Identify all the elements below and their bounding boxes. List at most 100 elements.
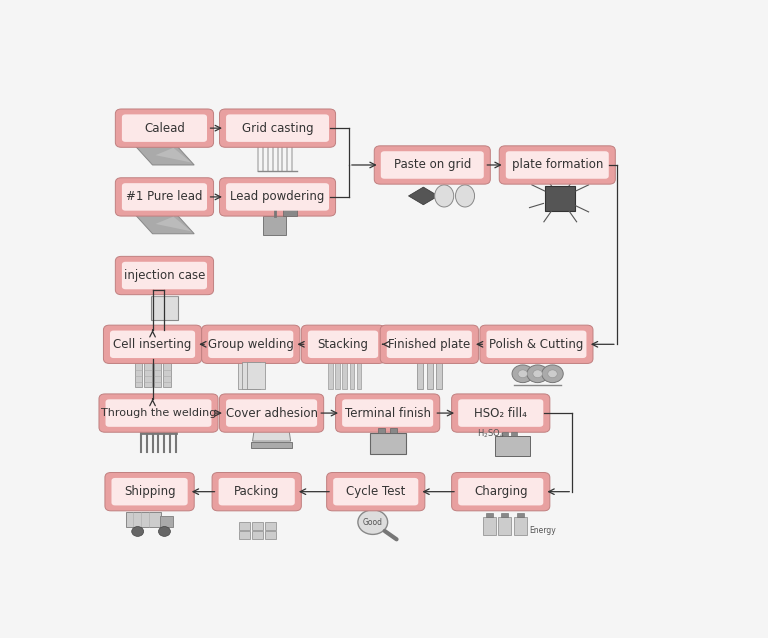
FancyBboxPatch shape xyxy=(356,362,362,389)
FancyBboxPatch shape xyxy=(436,362,442,389)
FancyBboxPatch shape xyxy=(378,428,386,433)
FancyBboxPatch shape xyxy=(226,183,329,211)
FancyBboxPatch shape xyxy=(369,433,406,454)
FancyBboxPatch shape xyxy=(381,151,484,179)
FancyBboxPatch shape xyxy=(427,362,433,389)
FancyBboxPatch shape xyxy=(250,441,293,449)
FancyBboxPatch shape xyxy=(239,531,250,539)
Text: plate formation: plate formation xyxy=(511,158,603,172)
Text: injection case: injection case xyxy=(124,269,205,282)
FancyBboxPatch shape xyxy=(243,362,260,389)
FancyBboxPatch shape xyxy=(283,205,296,216)
Text: #1 Pure lead: #1 Pure lead xyxy=(126,190,203,204)
FancyBboxPatch shape xyxy=(247,362,265,389)
FancyBboxPatch shape xyxy=(111,478,187,505)
FancyBboxPatch shape xyxy=(387,330,472,358)
Text: Calead: Calead xyxy=(144,122,185,135)
FancyBboxPatch shape xyxy=(301,325,385,364)
Polygon shape xyxy=(409,187,439,205)
Text: Cycle Test: Cycle Test xyxy=(346,485,406,498)
FancyBboxPatch shape xyxy=(343,362,347,389)
FancyBboxPatch shape xyxy=(517,514,524,517)
FancyBboxPatch shape xyxy=(458,399,543,427)
FancyBboxPatch shape xyxy=(220,109,336,147)
FancyBboxPatch shape xyxy=(502,432,508,436)
Text: Stacking: Stacking xyxy=(317,338,369,351)
FancyBboxPatch shape xyxy=(336,394,440,432)
Circle shape xyxy=(132,526,144,537)
FancyBboxPatch shape xyxy=(328,362,333,389)
FancyBboxPatch shape xyxy=(154,364,161,387)
FancyBboxPatch shape xyxy=(126,512,161,527)
Text: Charging: Charging xyxy=(474,485,528,498)
FancyBboxPatch shape xyxy=(495,436,531,456)
Circle shape xyxy=(512,365,534,383)
FancyBboxPatch shape xyxy=(226,114,329,142)
Text: Grid casting: Grid casting xyxy=(242,122,313,135)
FancyBboxPatch shape xyxy=(208,330,293,358)
FancyBboxPatch shape xyxy=(220,178,336,216)
FancyBboxPatch shape xyxy=(452,473,550,511)
FancyBboxPatch shape xyxy=(380,325,478,364)
FancyBboxPatch shape xyxy=(418,362,423,389)
Circle shape xyxy=(518,370,528,378)
Text: Cover adhesion: Cover adhesion xyxy=(226,406,318,420)
FancyBboxPatch shape xyxy=(237,362,256,389)
Text: Shipping: Shipping xyxy=(124,485,175,498)
FancyBboxPatch shape xyxy=(349,362,354,389)
Text: Finished plate: Finished plate xyxy=(388,338,471,351)
Text: H$_2$SO$_4$: H$_2$SO$_4$ xyxy=(477,427,505,440)
Text: Group welding: Group welding xyxy=(208,338,293,351)
Polygon shape xyxy=(155,216,191,232)
FancyBboxPatch shape xyxy=(342,399,433,427)
FancyBboxPatch shape xyxy=(336,362,340,389)
FancyBboxPatch shape xyxy=(115,256,214,295)
Circle shape xyxy=(527,365,548,383)
FancyBboxPatch shape xyxy=(105,473,194,511)
FancyBboxPatch shape xyxy=(252,522,263,530)
Ellipse shape xyxy=(455,185,475,207)
FancyBboxPatch shape xyxy=(161,516,174,527)
Text: HSO₂ fill₄: HSO₂ fill₄ xyxy=(475,406,527,420)
Polygon shape xyxy=(134,145,194,165)
Text: Packing: Packing xyxy=(234,485,280,498)
FancyBboxPatch shape xyxy=(202,325,300,364)
FancyBboxPatch shape xyxy=(514,517,527,535)
FancyBboxPatch shape xyxy=(374,146,490,184)
FancyBboxPatch shape xyxy=(220,394,323,432)
Text: Cell inserting: Cell inserting xyxy=(114,338,192,351)
Text: Paste on grid: Paste on grid xyxy=(394,158,471,172)
FancyBboxPatch shape xyxy=(486,514,493,517)
FancyBboxPatch shape xyxy=(458,478,543,505)
FancyBboxPatch shape xyxy=(265,531,276,539)
FancyBboxPatch shape xyxy=(499,146,615,184)
FancyBboxPatch shape xyxy=(122,183,207,211)
FancyBboxPatch shape xyxy=(122,262,207,289)
FancyBboxPatch shape xyxy=(239,522,250,530)
FancyBboxPatch shape xyxy=(104,325,202,364)
Ellipse shape xyxy=(435,185,454,207)
FancyBboxPatch shape xyxy=(263,216,286,235)
FancyBboxPatch shape xyxy=(498,517,511,535)
Text: Lead powdering: Lead powdering xyxy=(230,190,325,204)
Text: Energy: Energy xyxy=(529,526,556,535)
Text: Good: Good xyxy=(362,517,382,526)
FancyBboxPatch shape xyxy=(506,151,609,179)
FancyBboxPatch shape xyxy=(511,432,518,436)
FancyBboxPatch shape xyxy=(151,295,177,320)
FancyBboxPatch shape xyxy=(115,178,214,216)
FancyBboxPatch shape xyxy=(308,330,378,358)
FancyBboxPatch shape xyxy=(452,394,550,432)
FancyBboxPatch shape xyxy=(99,394,218,432)
FancyBboxPatch shape xyxy=(212,473,301,511)
FancyBboxPatch shape xyxy=(390,428,397,433)
FancyBboxPatch shape xyxy=(219,478,295,505)
Circle shape xyxy=(158,526,170,537)
FancyBboxPatch shape xyxy=(252,531,263,539)
FancyBboxPatch shape xyxy=(226,399,317,427)
Polygon shape xyxy=(134,214,194,234)
FancyBboxPatch shape xyxy=(483,517,496,535)
Circle shape xyxy=(533,370,542,378)
Text: Terminal finish: Terminal finish xyxy=(345,406,431,420)
FancyBboxPatch shape xyxy=(134,364,142,387)
